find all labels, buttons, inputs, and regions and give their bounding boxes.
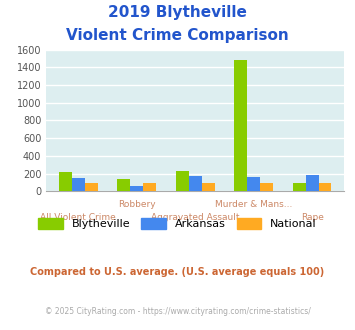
Bar <box>319 182 332 191</box>
Bar <box>234 60 247 191</box>
Text: Murder & Mans...: Murder & Mans... <box>215 200 293 209</box>
Text: 2019 Blytheville: 2019 Blytheville <box>108 5 247 20</box>
Text: Aggravated Assault: Aggravated Assault <box>151 213 240 222</box>
Bar <box>118 179 130 191</box>
Bar <box>59 172 72 191</box>
Bar <box>247 177 260 191</box>
Text: Violent Crime Comparison: Violent Crime Comparison <box>66 28 289 43</box>
Text: © 2025 CityRating.com - https://www.cityrating.com/crime-statistics/: © 2025 CityRating.com - https://www.city… <box>45 307 310 316</box>
Text: Rape: Rape <box>301 213 324 222</box>
Bar <box>202 182 214 191</box>
Legend: Blytheville, Arkansas, National: Blytheville, Arkansas, National <box>34 214 321 234</box>
Bar <box>143 182 156 191</box>
Bar <box>260 182 273 191</box>
Bar <box>176 171 189 191</box>
Bar <box>189 176 202 191</box>
Bar <box>306 175 319 191</box>
Text: All Violent Crime: All Violent Crime <box>40 213 116 222</box>
Text: Compared to U.S. average. (U.S. average equals 100): Compared to U.S. average. (U.S. average … <box>31 267 324 277</box>
Bar <box>85 182 98 191</box>
Bar <box>130 186 143 191</box>
Bar <box>293 182 306 191</box>
Bar <box>72 178 85 191</box>
Text: Robbery: Robbery <box>118 200 155 209</box>
